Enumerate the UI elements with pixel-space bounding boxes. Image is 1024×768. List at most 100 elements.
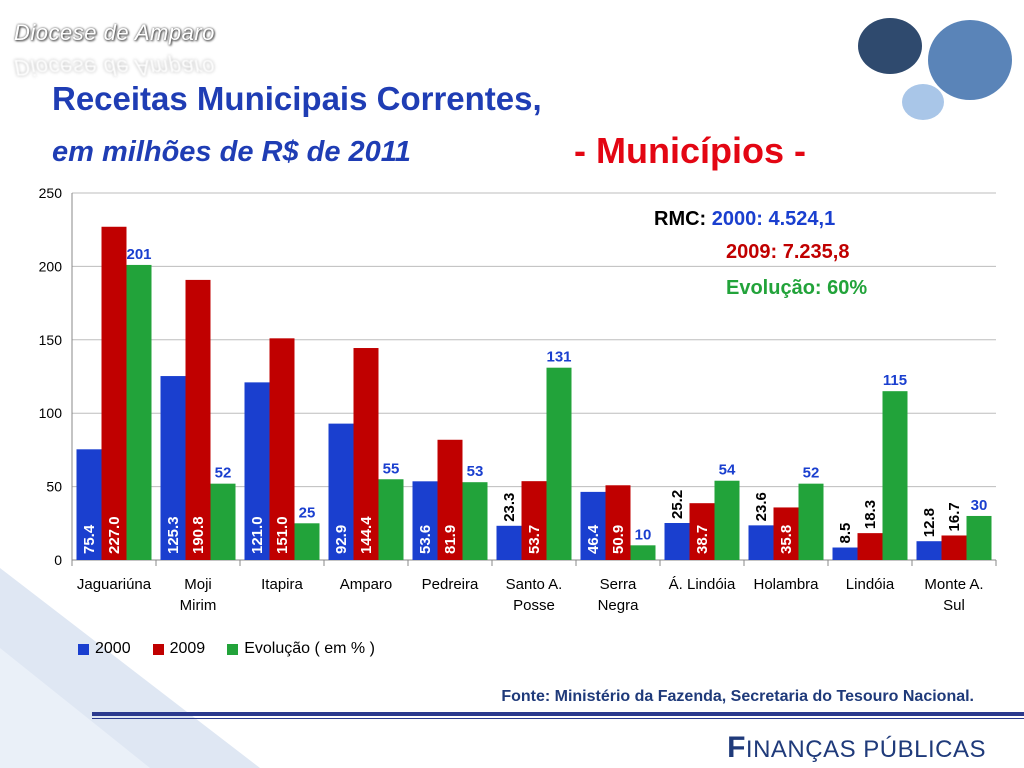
footer-brand: FINANÇAS PÚBLICAS [727, 731, 986, 765]
data-label: 75.4 [81, 524, 98, 554]
legend-swatch-2009 [152, 643, 164, 655]
bar-2009 [437, 439, 463, 560]
data-label: 23.6 [753, 492, 770, 521]
data-label: 115 [883, 372, 907, 389]
bar-evolucao [462, 482, 488, 560]
bar-2000 [496, 525, 522, 560]
x-tick-label: Santo A. [506, 576, 563, 593]
data-label: 54 [719, 462, 736, 479]
x-tick-label: Pedreira [422, 576, 479, 593]
data-label: 201 [126, 246, 151, 263]
x-tick-label: Lindóia [846, 576, 895, 593]
bar-chart: 0 50 100 150 200 250 75.4 227.0 201 Jaguariúna 125… [39, 185, 997, 614]
rmc-2000: 2000: 4.524,1 [711, 208, 836, 230]
bar-2009 [185, 279, 211, 560]
bar-2000 [580, 491, 606, 560]
data-label: 125.3 [165, 516, 182, 554]
x-tick-label: Á. Lindóia [669, 576, 736, 593]
bar-evolucao [378, 479, 404, 560]
bar-2009 [941, 535, 967, 560]
x-tick-label: Itapira [261, 576, 303, 593]
bar-2000 [916, 541, 942, 560]
legend-item-2000: 2000 [78, 640, 131, 658]
data-label: 55 [383, 460, 400, 477]
bar-evolucao [546, 367, 572, 560]
bar-evolucao [882, 391, 908, 560]
bar-2000 [412, 481, 438, 560]
bar-evolucao [966, 515, 992, 560]
legend-item-2009: 2009 [152, 640, 206, 658]
y-tick-label: 0 [54, 552, 62, 568]
rmc-summary: RMC: 2000: 4.524,1 [654, 208, 835, 231]
data-label: 53.7 [526, 525, 543, 554]
x-tick-label: Jaguariúna [77, 576, 152, 593]
x-tick-label: Amparo [340, 576, 393, 593]
bar-evolucao [714, 480, 740, 560]
y-tick-label: 250 [39, 185, 63, 201]
x-tick-label: Monte A. [924, 576, 983, 593]
legend-label-2009: 2009 [169, 640, 206, 657]
bar-2009 [101, 226, 127, 560]
bar-2000 [328, 423, 354, 560]
bar-2000 [664, 523, 690, 560]
bar-evolucao [630, 545, 656, 560]
data-label: 53 [467, 463, 484, 480]
y-tick-label: 150 [39, 332, 63, 348]
data-label: 23.3 [501, 493, 518, 522]
corner-decoration-inner [0, 648, 150, 768]
x-tick-label: Sul [943, 597, 965, 614]
brand-rest: INANÇAS PÚBLICAS [745, 736, 986, 763]
bar-2009 [269, 338, 295, 560]
bar-2009 [689, 503, 715, 560]
legend-swatch-evolucao [227, 643, 239, 655]
slide-subtitle: em milhões de R$ de 2011 [52, 136, 411, 168]
x-tick-label: Moji [184, 576, 212, 593]
legend-label-evolucao: Evolução ( em % ) [244, 640, 375, 657]
footer-rule-thick [92, 712, 1024, 716]
data-label: 25 [299, 504, 316, 521]
data-label: 8.5 [837, 523, 854, 544]
data-label: 18.3 [862, 500, 879, 529]
bar-evolucao [126, 264, 152, 560]
legend-swatch-2000 [78, 643, 89, 655]
bar-2000 [76, 449, 102, 560]
bar-2009 [353, 348, 379, 560]
rmc-2009: 2009: 7.235,8 [726, 241, 850, 263]
bar-2000 [244, 382, 270, 560]
y-tick-label: 100 [39, 405, 63, 421]
x-tick-label: Serra [600, 576, 637, 593]
data-label: 16.7 [946, 502, 963, 531]
chart-legend: 2000 2009 Evolução ( em % ) [78, 640, 375, 658]
bar-evolucao [798, 483, 824, 560]
y-tick-label: 200 [39, 258, 63, 274]
data-label: 30 [971, 497, 988, 514]
data-label: 25.2 [669, 490, 686, 519]
data-label: 10 [635, 526, 652, 543]
legend-label-2000: 2000 [95, 640, 131, 657]
data-label: 121.0 [249, 516, 266, 554]
bar-evolucao [210, 483, 236, 560]
data-label: 50.9 [610, 525, 627, 554]
data-label: 190.8 [190, 516, 207, 554]
data-label: 151.0 [274, 516, 291, 554]
data-label: 131 [546, 349, 571, 366]
data-label: 227.0 [106, 516, 123, 554]
data-label: 81.9 [442, 525, 459, 554]
data-label: 35.8 [778, 525, 795, 554]
bar-2000 [160, 376, 186, 560]
data-label: 53.6 [417, 525, 434, 554]
bar-2009 [605, 485, 631, 560]
x-tick-label: Mirim [180, 597, 217, 614]
bar-2000 [832, 547, 858, 560]
data-label: 52 [215, 465, 232, 482]
bar-evolucao [294, 523, 320, 560]
decorative-circle-dark [858, 18, 922, 74]
brand-initial: F [727, 731, 746, 764]
data-label: 92.9 [333, 525, 350, 554]
bar-2009 [857, 533, 883, 560]
rmc-label: RMC: [654, 208, 707, 230]
decorative-circle-light [902, 84, 944, 120]
y-tick-label: 50 [46, 479, 62, 495]
bar-2000 [748, 525, 774, 560]
data-label: 12.8 [921, 508, 938, 537]
